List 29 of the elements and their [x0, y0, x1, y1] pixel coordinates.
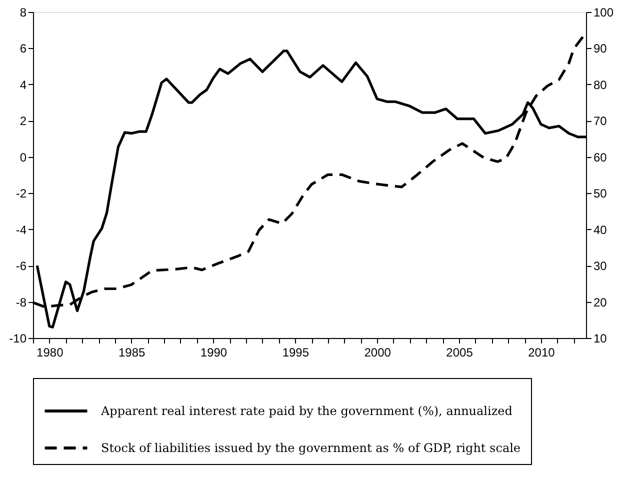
y-tick-label: 8 — [20, 6, 27, 20]
x-tick-label: 2000 — [364, 346, 392, 360]
y2-tick-label: 90 — [594, 42, 608, 56]
legend-label: Stock of liabilities issued by the government as % of GDP, right scale — [101, 441, 521, 455]
x-tick-label: 1990 — [200, 346, 228, 360]
legend-label: Apparent real interest rate paid by the government (%), annualized — [100, 404, 513, 418]
y2-tick-label: 100 — [594, 6, 614, 20]
x-tick-label: 1985 — [118, 346, 146, 360]
x-tick-label: 1980 — [36, 346, 64, 360]
y2-tick-label: 70 — [594, 114, 608, 128]
y2-tick-label: 60 — [594, 150, 608, 164]
x-tick-label: 2005 — [446, 346, 474, 360]
x-tick-label: 2010 — [528, 346, 556, 360]
y-tick-label: -10 — [9, 332, 27, 346]
y2-tick-label: 20 — [594, 295, 608, 310]
y-tick-label: 2 — [20, 114, 27, 128]
y2-tick-label: 40 — [594, 222, 608, 237]
y-tick-label: -8 — [16, 295, 27, 310]
y2-tick-label: 10 — [594, 332, 608, 346]
y2-tick-label: 80 — [594, 78, 608, 92]
y2-tick-label: 30 — [594, 259, 608, 274]
y-tick-label: 6 — [20, 42, 27, 56]
y-tick-label: 0 — [20, 150, 27, 164]
y2-tick-label: 50 — [594, 186, 608, 201]
y-tick-label: 4 — [20, 78, 27, 92]
y-tick-label: -6 — [16, 259, 27, 274]
y-tick-label: -4 — [16, 222, 27, 237]
x-tick-label: 1995 — [282, 346, 310, 360]
y-tick-label: -2 — [16, 186, 27, 201]
